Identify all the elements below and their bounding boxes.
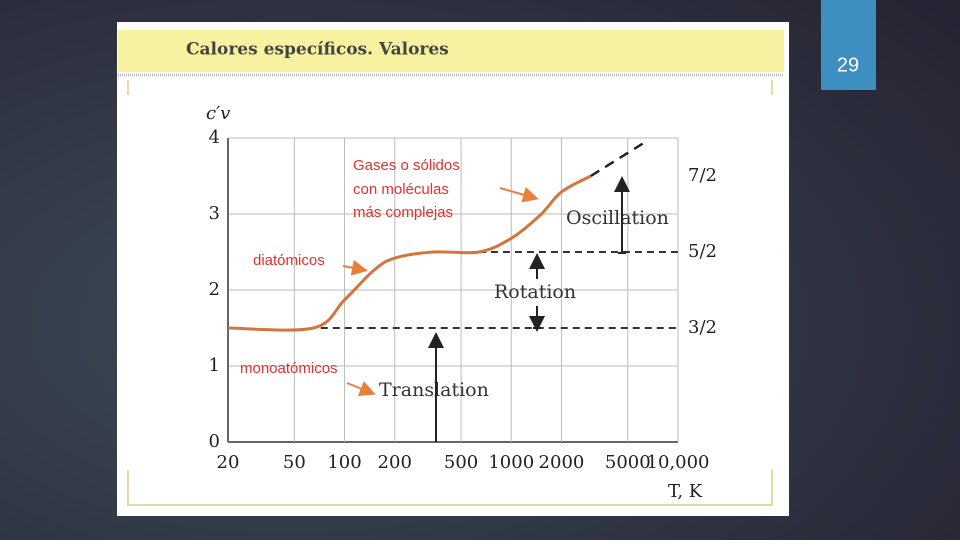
level-label: 7/2 (688, 165, 717, 186)
x-axis-label: T, K (668, 481, 703, 502)
y-tick-label: 1 (209, 355, 220, 376)
y-tick-label: 2 (209, 279, 220, 300)
x-tick-label: 1000 (488, 452, 534, 473)
frame (127, 80, 773, 506)
x-tick-label: 2000 (539, 452, 585, 473)
annotation: monoatómicos (240, 360, 338, 377)
x-tick-label: 100 (327, 452, 361, 473)
data-line (590, 139, 648, 178)
x-tick-label: 200 (378, 452, 412, 473)
annotation: Rotation (494, 281, 576, 303)
x-tick-label: 500 (444, 452, 478, 473)
annotation: más complejas (353, 204, 453, 221)
arrow (499, 187, 539, 203)
y-tick-label: 0 (209, 431, 220, 452)
arrow (346, 381, 376, 396)
x-tick-label: 50 (283, 452, 306, 473)
annotation: con moléculas (353, 181, 449, 198)
annotation: Gases o sólidos (353, 157, 460, 174)
y-tick-label: 3 (209, 203, 220, 224)
data-line (227, 174, 592, 332)
slide-number-box (821, 0, 876, 90)
level-label: 5/2 (688, 241, 717, 262)
chart-title: Calores específicos. Valores (186, 40, 449, 60)
y-tick-label: 4 (209, 127, 220, 148)
header-bar (118, 30, 784, 72)
x-tick-label: 20 (217, 452, 240, 473)
x-tick-label: 10,000 (647, 452, 710, 473)
arrow (342, 259, 368, 276)
annotation: Oscillation (566, 207, 669, 229)
level-label: 3/2 (688, 317, 717, 338)
y-axis-label: c′v (206, 103, 230, 124)
annotation: Translation (379, 379, 489, 401)
x-tick-label: 5000 (605, 452, 651, 473)
slide-number: 29 (837, 54, 859, 76)
annotation: diatómicos (253, 252, 325, 269)
